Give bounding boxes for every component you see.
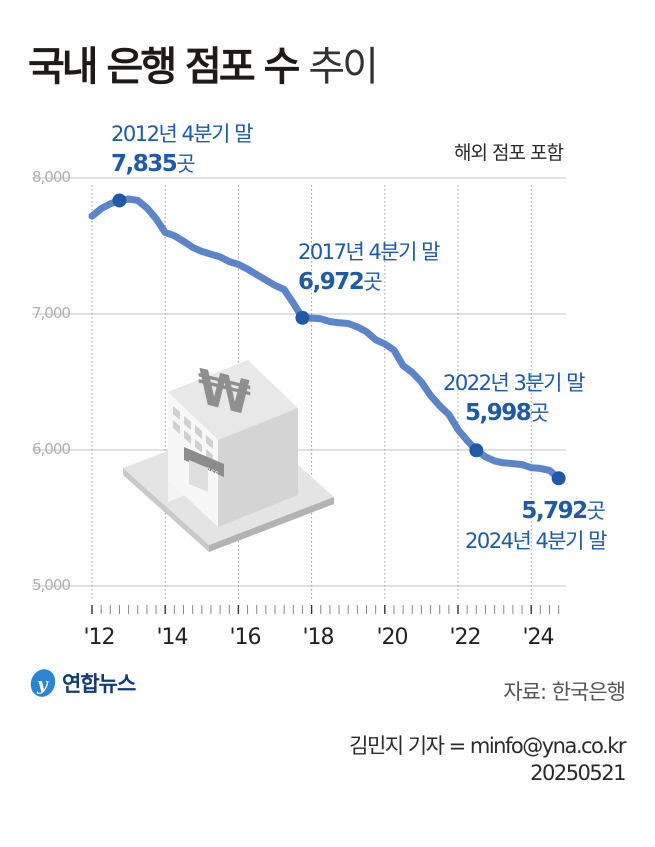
svg-text:₩: ₩ (198, 359, 251, 427)
annotation-value: 7,835 (111, 151, 178, 177)
marker-2012q4 (112, 193, 127, 208)
x-label-14: '14 (156, 625, 188, 650)
bank-building-illustration: 365 ₩ (123, 359, 334, 552)
annotation-period: 2024년 4분기 말 (465, 529, 607, 553)
highlight-markers (112, 193, 566, 486)
x-label-18: '18 (302, 625, 334, 650)
annotation-period: 2012년 4분기 말 (111, 122, 253, 146)
x-axis-ticks (91, 605, 560, 614)
annotation-2017q4: 2017년 4분기 말 6,972곳 (298, 236, 440, 296)
title-light: 추이 (308, 44, 379, 90)
publish-date: 20250521 (530, 761, 626, 785)
y-label-5000: 5,000 (32, 576, 71, 594)
y-label-6000: 6,000 (32, 440, 71, 458)
title-bold: 국내 은행 점포 수 (28, 44, 300, 90)
reporter-credit: 김민지 기자 = minfo@yna.co.kr (349, 734, 626, 758)
chart-note: 해외 점포 포함 (454, 142, 564, 164)
annotation-value: 5,792 (521, 498, 588, 524)
annotation-2022q3: 2022년 3분기 말 5,998곳 (443, 367, 585, 427)
annotation-value: 6,972 (298, 269, 365, 295)
credit-block: 김민지 기자 = minfo@yna.co.kr 20250521 (349, 733, 626, 787)
x-label-22: '22 (449, 625, 481, 650)
annotation-period: 2022년 3분기 말 (443, 371, 585, 395)
x-label-16: '16 (229, 625, 261, 650)
annotation-unit: 곳 (176, 152, 196, 176)
annotation-value: 5,998 (465, 400, 532, 426)
y-label-8000: 8,000 (32, 168, 71, 186)
x-label-20: '20 (376, 625, 408, 650)
annotation-unit: 곳 (586, 499, 606, 523)
x-label-12: '12 (83, 625, 115, 650)
marker-2024q4 (551, 471, 566, 486)
yonhap-logo-icon: y (30, 669, 56, 697)
yonhap-logo: y 연합뉴스 (28, 668, 136, 698)
annotation-2012q4: 2012년 4분기 말 7,835곳 (111, 118, 253, 178)
annotation-unit: 곳 (363, 270, 383, 294)
yonhap-logo-text: 연합뉴스 (62, 672, 136, 696)
data-source: 자료: 한국은행 (503, 680, 626, 704)
x-label-24: '24 (522, 625, 554, 650)
page-title: 국내 은행 점포 수 추이 (28, 34, 379, 92)
marker-2017q4 (295, 310, 310, 325)
annotation-period: 2017년 4분기 말 (298, 240, 440, 264)
svg-text:y: y (36, 674, 49, 695)
y-label-7000: 7,000 (32, 304, 71, 322)
annotation-2024q4: 5,792곳 2024년 4분기 말 (465, 495, 607, 555)
annotation-unit: 곳 (530, 401, 550, 425)
marker-2022q3 (469, 443, 484, 458)
